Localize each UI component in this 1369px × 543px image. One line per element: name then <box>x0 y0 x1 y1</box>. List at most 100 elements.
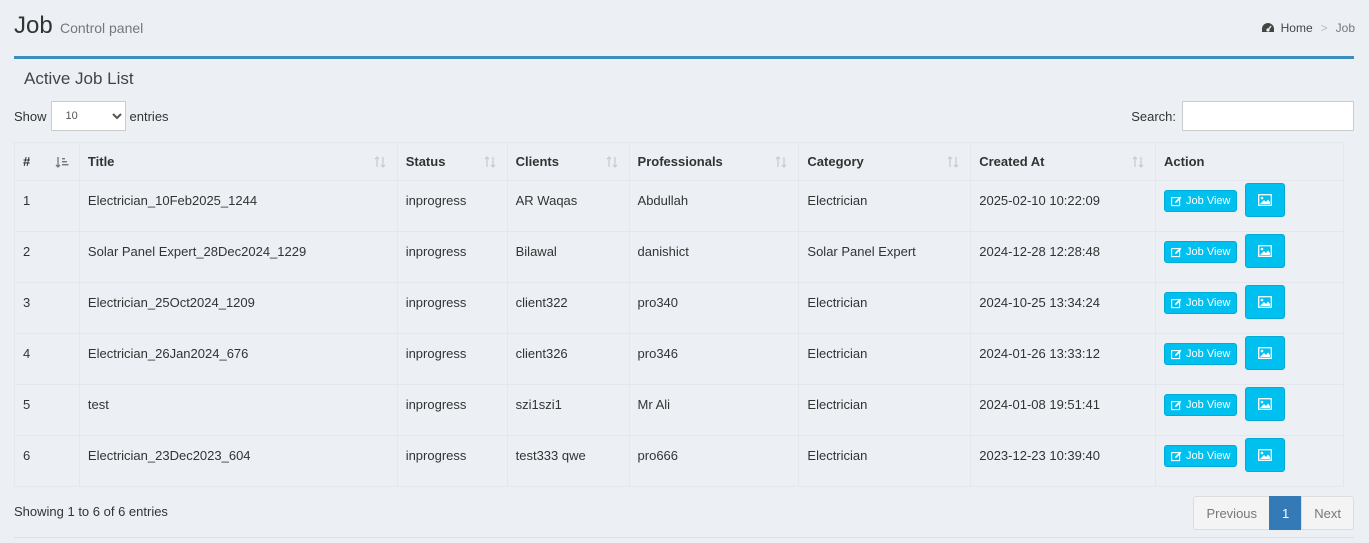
table-row: 2 Solar Panel Expert_28Dec2024_1229 inprog… <box>14 231 1344 283</box>
show-label: Show <box>14 108 47 124</box>
job-category: Electrician <box>798 384 972 436</box>
view-image-button[interactable] <box>1245 285 1286 319</box>
column-header-status[interactable]: Status <box>396 142 508 181</box>
professional-name: Abdullah <box>628 180 800 232</box>
column-header-number[interactable]: # <box>14 142 80 181</box>
view-image-button[interactable] <box>1245 438 1286 472</box>
table-row: 1 Electrician_10Feb2025_1244 inprogress AR … <box>14 180 1344 232</box>
job-view-label: Job View <box>1186 348 1231 360</box>
dashboard-icon <box>1261 23 1274 32</box>
sort-icon <box>606 156 617 168</box>
column-header-title[interactable]: Title <box>78 142 398 181</box>
job-status: inprogress <box>396 180 508 232</box>
show-entries: Show 10 entries <box>14 101 169 131</box>
action-cell: Job View <box>1155 435 1344 487</box>
created-at: 2023-12-23 10:39:40 <box>970 435 1157 487</box>
created-at: 2024-01-26 13:33:12 <box>970 333 1157 385</box>
page-subtitle: Control panel <box>60 20 144 36</box>
table-row: 6 Electrician_23Dec2023_604 inprogress test… <box>14 435 1344 487</box>
job-view-button[interactable]: Job View <box>1164 241 1238 263</box>
client-name: client322 <box>506 282 630 334</box>
column-header-action: Action <box>1155 142 1344 181</box>
image-icon <box>1258 398 1273 410</box>
sort-icon <box>775 156 787 168</box>
created-at: 2025-02-10 10:22:09 <box>970 180 1157 232</box>
job-view-label: Job View <box>1186 195 1231 207</box>
breadcrumb: Home > Job <box>1261 21 1355 35</box>
row-number: 3 <box>14 282 80 334</box>
search-input[interactable] <box>1182 101 1354 131</box>
professional-name: pro340 <box>628 282 800 334</box>
created-at: 2024-10-25 13:34:24 <box>970 282 1157 334</box>
table-info: Showing 1 to 6 of 6 entries <box>14 504 168 519</box>
job-view-label: Job View <box>1186 399 1231 411</box>
breadcrumb-separator: > <box>1320 21 1328 35</box>
table-header-row: # Title Status Clients <box>14 142 1344 181</box>
search-wrap: Search: <box>1131 101 1354 131</box>
previous-page-button[interactable]: Previous <box>1193 496 1271 530</box>
column-header-clients[interactable]: Clients <box>506 142 630 181</box>
job-view-button[interactable]: Job View <box>1164 343 1238 365</box>
entries-label: entries <box>129 108 169 124</box>
image-icon <box>1258 245 1273 257</box>
row-number: 1 <box>14 180 80 232</box>
job-title: Electrician_10Feb2025_1244 <box>78 180 398 232</box>
sort-icon <box>947 156 959 168</box>
action-cell: Job View <box>1155 384 1344 436</box>
view-image-button[interactable] <box>1245 387 1286 421</box>
professional-name: danishict <box>628 231 800 283</box>
job-view-label: Job View <box>1186 246 1231 258</box>
job-title: test <box>78 384 398 436</box>
box-title: Active Job List <box>24 69 134 88</box>
job-category: Solar Panel Expert <box>798 231 972 283</box>
image-icon <box>1258 296 1273 308</box>
job-view-label: Job View <box>1186 450 1231 462</box>
professional-name: pro666 <box>628 435 800 487</box>
view-image-button[interactable] <box>1245 336 1286 370</box>
next-page-button[interactable]: Next <box>1301 496 1354 530</box>
column-header-category[interactable]: Category <box>798 142 972 181</box>
pagination: Previous 1 Next <box>1193 496 1354 530</box>
job-category: Electrician <box>798 282 972 334</box>
job-category: Electrician <box>798 180 972 232</box>
sort-asc-icon <box>55 157 69 168</box>
breadcrumb-current: Job <box>1335 21 1355 35</box>
view-image-button[interactable] <box>1245 234 1286 268</box>
column-header-created-at[interactable]: Created At <box>970 142 1157 181</box>
sort-icon <box>484 156 496 168</box>
table-row: 3 Electrician_25Oct2024_1209 inprogress cli… <box>14 282 1344 334</box>
job-view-button[interactable]: Job View <box>1164 445 1238 467</box>
column-header-professionals[interactable]: Professionals <box>628 142 800 181</box>
job-list-box: Active Job List Show 10 entries Search: … <box>14 56 1354 543</box>
content-header: Job Control panel Home > Job <box>0 0 1369 54</box>
breadcrumb-home-link[interactable]: Home <box>1280 21 1313 35</box>
job-title: Electrician_26Jan2024_676 <box>78 333 398 385</box>
job-title: Electrician_23Dec2023_604 <box>78 435 398 487</box>
edit-icon <box>1171 298 1182 308</box>
job-view-button[interactable]: Job View <box>1164 292 1238 314</box>
table-row: 5 test inprogress szi1szi1 Mr Ali Electrician… <box>14 384 1344 436</box>
page-size-select[interactable]: 10 <box>50 101 126 131</box>
view-image-button[interactable] <box>1245 183 1286 217</box>
page-1-button[interactable]: 1 <box>1269 496 1303 530</box>
job-status: inprogress <box>396 384 508 436</box>
client-name: AR Waqas <box>506 180 630 232</box>
job-view-button[interactable]: Job View <box>1164 394 1238 416</box>
job-status: inprogress <box>396 231 508 283</box>
job-status: inprogress <box>396 282 508 334</box>
box-accent-line <box>14 56 1354 59</box>
edit-icon <box>1171 349 1182 359</box>
job-title: Solar Panel Expert_28Dec2024_1229 <box>78 231 398 283</box>
job-status: inprogress <box>396 333 508 385</box>
job-view-label: Job View <box>1186 297 1231 309</box>
sort-icon <box>1132 156 1144 168</box>
edit-icon <box>1171 247 1182 257</box>
row-number: 5 <box>14 384 80 436</box>
client-name: Bilawal <box>506 231 630 283</box>
action-cell: Job View <box>1155 282 1344 334</box>
action-cell: Job View <box>1155 333 1344 385</box>
row-number: 4 <box>14 333 80 385</box>
row-number: 6 <box>14 435 80 487</box>
job-view-button[interactable]: Job View <box>1164 190 1238 212</box>
action-cell: Job View <box>1155 180 1344 232</box>
